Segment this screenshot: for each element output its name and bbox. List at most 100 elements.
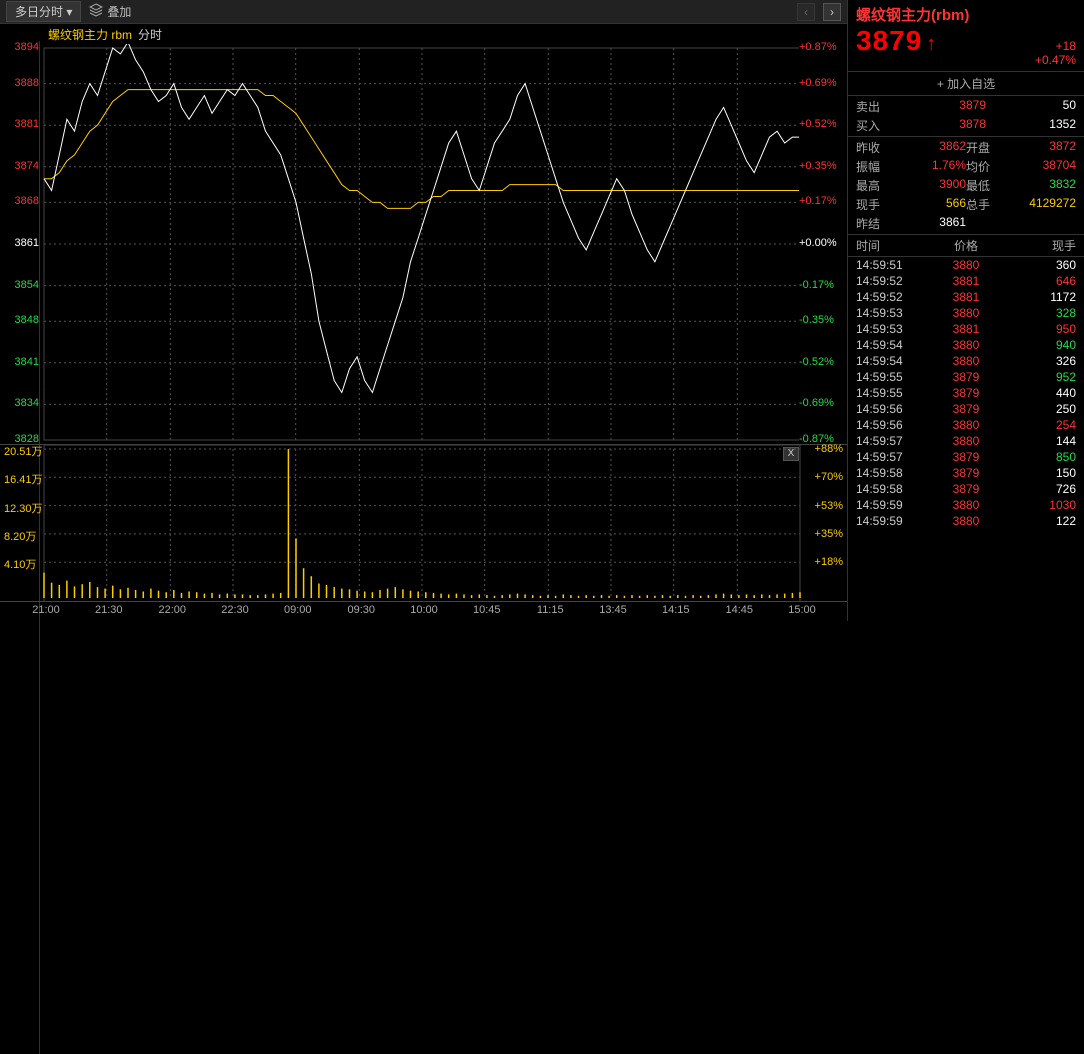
multiday-mode-button[interactable]: 多日分时 ▾ <box>6 1 81 22</box>
price-change: +18 <box>1035 39 1076 53</box>
tick-volume: 250 <box>1003 402 1076 416</box>
tick-volume: 850 <box>1003 450 1076 464</box>
volume-ytick-right: +70% <box>815 471 843 483</box>
chart-header: 螺纹钢主力 rbm 分时 <box>0 24 847 44</box>
overlay-button[interactable]: 叠加 <box>89 3 131 20</box>
price-change-pct: +0.47% <box>1035 53 1076 67</box>
tick-time: 14:59:58 <box>856 482 929 496</box>
tick-row: 14:59:59 3880 1030 <box>848 497 1084 513</box>
tick-time: 14:59:56 <box>856 418 929 432</box>
tick-price: 3880 <box>929 514 1002 528</box>
tick-price: 3881 <box>929 274 1002 288</box>
tick-volume: 360 <box>1003 258 1076 272</box>
time-tick: 22:00 <box>152 604 192 616</box>
ask-price: 3879 <box>896 98 986 115</box>
tick-time: 14:59:56 <box>856 402 929 416</box>
time-tick: 14:45 <box>719 604 759 616</box>
tick-time: 14:59:53 <box>856 306 929 320</box>
tick-row: 14:59:57 3879 850 <box>848 449 1084 465</box>
tick-volume: 326 <box>1003 354 1076 368</box>
volume-ytick-left: 20.51万 <box>4 443 43 459</box>
ask-volume: 50 <box>986 98 1076 115</box>
bid-price: 3878 <box>896 117 986 134</box>
tick-volume: 646 <box>1003 274 1076 288</box>
tick-time: 14:59:54 <box>856 338 929 352</box>
quote-stat-label: 昨结 <box>856 215 896 232</box>
chart-next-button[interactable]: › <box>823 3 841 21</box>
tick-row: 14:59:55 3879 440 <box>848 385 1084 401</box>
tick-row: 14:59:53 3880 328 <box>848 305 1084 321</box>
tick-row: 14:59:54 3880 940 <box>848 337 1084 353</box>
quote-stat-label: 最低 <box>966 177 1006 194</box>
tick-price: 3879 <box>929 402 1002 416</box>
tick-volume: 440 <box>1003 386 1076 400</box>
tick-time: 14:59:58 <box>856 466 929 480</box>
tick-row: 14:59:59 3880 122 <box>848 513 1084 529</box>
tick-table-body[interactable]: 14:59:51 3880 360 14:59:52 3881 646 14:5… <box>848 257 1084 621</box>
tick-row: 14:59:52 3881 1172 <box>848 289 1084 305</box>
volume-ytick-right: +53% <box>815 500 843 512</box>
chevron-down-icon: ▾ <box>66 5 72 19</box>
quote-stat-value: 38704 <box>1006 158 1076 175</box>
add-favorite-button[interactable]: + 加入自选 <box>848 71 1084 96</box>
price-up-arrow-icon: ↑ <box>926 33 936 56</box>
tick-time: 14:59:57 <box>856 434 929 448</box>
tick-price: 3880 <box>929 354 1002 368</box>
tick-row: 14:59:58 3879 726 <box>848 481 1084 497</box>
tick-col-vol: 现手 <box>1003 237 1076 254</box>
tick-time: 14:59:55 <box>856 370 929 384</box>
tick-volume: 1030 <box>1003 498 1076 512</box>
tick-price: 3880 <box>929 306 1002 320</box>
quote-stat-value: 3872 <box>1006 139 1076 156</box>
quote-stat-label: 开盘 <box>966 139 1006 156</box>
last-price: 3879 <box>856 25 922 57</box>
chart-title-name: 螺纹钢主力 rbm <box>48 26 132 43</box>
time-tick: 21:00 <box>26 604 66 616</box>
layers-icon <box>89 3 103 20</box>
time-axis: 21:0021:3022:0022:3009:0009:3010:0010:45… <box>0 601 847 621</box>
tick-price: 3879 <box>929 450 1002 464</box>
tick-price: 3881 <box>929 322 1002 336</box>
tick-row: 14:59:58 3879 150 <box>848 465 1084 481</box>
multiday-mode-label: 多日分时 <box>15 5 63 19</box>
quote-panel: 螺纹钢主力(rbm) 3879 ↑ +18 +0.47% + 加入自选 卖出 3… <box>848 0 1084 621</box>
price-chart-panel[interactable]: 3894 +0.87%3888 +0.69%3881 +0.52%3874 +0… <box>0 44 847 444</box>
volume-ytick-left: 4.10万 <box>4 556 36 572</box>
tick-time: 14:59:55 <box>856 386 929 400</box>
tick-row: 14:59:56 3880 254 <box>848 417 1084 433</box>
tick-row: 14:59:53 3881 950 <box>848 321 1084 337</box>
time-tick: 10:00 <box>404 604 444 616</box>
quote-stat-value: 1.76% <box>896 158 966 175</box>
quote-stat-label: 均价 <box>966 158 1006 175</box>
bid-ask-grid: 卖出 3879 50 买入 3878 1352 <box>848 96 1084 137</box>
time-tick: 09:00 <box>278 604 318 616</box>
quote-stat-value: 4129272 <box>1006 196 1076 213</box>
tick-volume: 150 <box>1003 466 1076 480</box>
volume-chart-panel[interactable]: X 20.51万 +88%16.41万 +70%12.30万 +53%8.20万… <box>0 444 847 601</box>
ask-label: 卖出 <box>856 98 896 115</box>
tick-row: 14:59:52 3881 646 <box>848 273 1084 289</box>
tick-time: 14:59:59 <box>856 498 929 512</box>
quote-stat-value: 3861 <box>896 215 966 232</box>
tick-volume: 940 <box>1003 338 1076 352</box>
tick-price: 3879 <box>929 370 1002 384</box>
tick-price: 3880 <box>929 258 1002 272</box>
tick-time: 14:59:59 <box>856 514 929 528</box>
tick-volume: 952 <box>1003 370 1076 384</box>
instrument-name: 螺纹钢主力(rbm) <box>848 0 1084 25</box>
tick-price: 3879 <box>929 466 1002 480</box>
tick-price: 3879 <box>929 386 1002 400</box>
bid-volume: 1352 <box>986 117 1076 134</box>
tick-row: 14:59:51 3880 360 <box>848 257 1084 273</box>
tick-price: 3879 <box>929 482 1002 496</box>
volume-ytick-left: 12.30万 <box>4 500 43 516</box>
tick-volume: 254 <box>1003 418 1076 432</box>
tick-volume: 726 <box>1003 482 1076 496</box>
tick-row: 14:59:54 3880 326 <box>848 353 1084 369</box>
tick-time: 14:59:51 <box>856 258 929 272</box>
tick-time: 14:59:52 <box>856 290 929 304</box>
quote-stat-label: 振幅 <box>856 158 896 175</box>
tick-volume: 328 <box>1003 306 1076 320</box>
tick-col-time: 时间 <box>856 237 929 254</box>
quote-stat-label <box>966 215 1006 232</box>
